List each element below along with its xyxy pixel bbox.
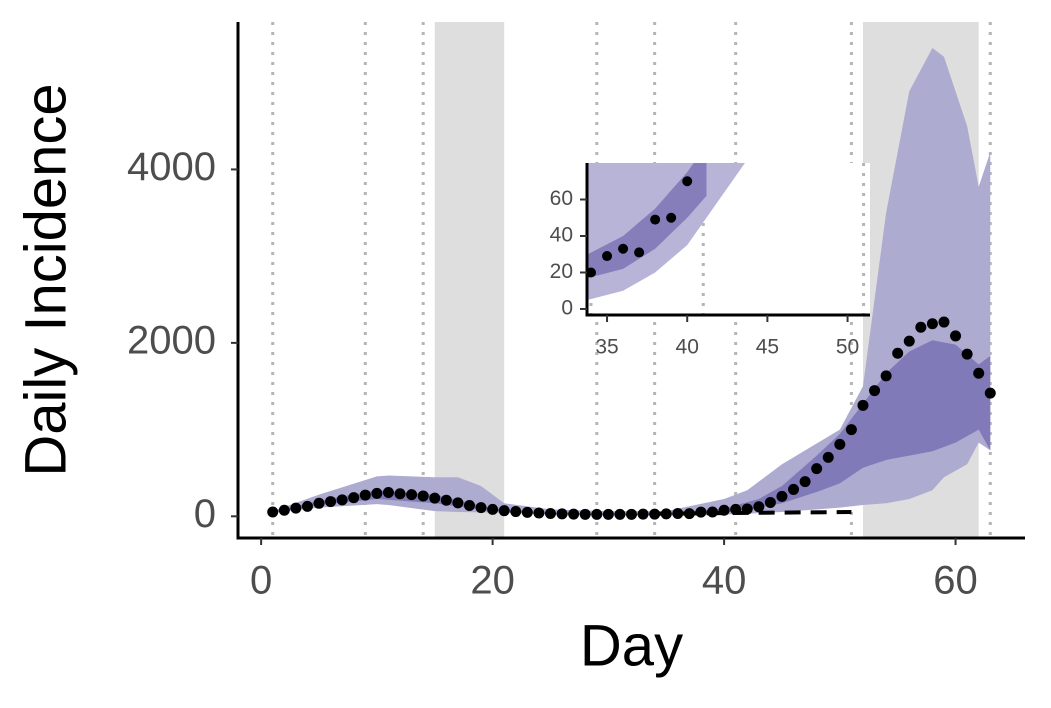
data-point: [950, 330, 962, 342]
data-point: [487, 503, 499, 515]
data-point: [614, 508, 626, 520]
plot-area: [587, 163, 866, 315]
data-point: [961, 348, 973, 360]
data-point: [741, 503, 753, 515]
data-point: [463, 499, 475, 511]
data-point: [695, 506, 707, 518]
data-point: [776, 490, 788, 502]
data-point: [510, 506, 522, 518]
data-point: [313, 497, 325, 509]
data-point: [579, 508, 591, 520]
data-point: [938, 316, 950, 328]
data-point: [348, 492, 360, 504]
uncertainty-band: [587, 163, 707, 278]
data-point: [682, 176, 693, 187]
data-point: [811, 463, 823, 475]
data-point: [290, 502, 302, 514]
y-tick-label: 0: [194, 492, 216, 536]
data-point: [973, 367, 985, 379]
data-point: [718, 504, 730, 516]
uncertainty-band: [272, 340, 991, 516]
data-point: [869, 385, 881, 397]
data-point: [672, 508, 684, 520]
uncertainty-band: [272, 48, 991, 516]
data-point: [475, 502, 487, 514]
data-point: [707, 506, 719, 518]
x-axis-title: Day: [580, 613, 683, 678]
data-point: [984, 387, 996, 399]
y-tick-label: 40: [550, 224, 573, 247]
data-point: [382, 486, 394, 498]
data-point: [822, 451, 834, 463]
y-tick-label: 4000: [127, 145, 216, 189]
data-point: [915, 321, 927, 333]
data-point: [440, 494, 452, 506]
y-tick-label: 0: [561, 297, 573, 320]
panel: 0 20 40 60 0 2000 4000 Day Daily Incidence: [13, 22, 1025, 678]
data-point: [336, 494, 348, 506]
x-tick-label: 20: [470, 559, 515, 603]
data-point: [649, 508, 661, 520]
x-tick-label: 60: [933, 559, 978, 603]
data-point: [417, 490, 429, 502]
data-point: [892, 347, 904, 359]
data-point: [857, 399, 869, 411]
x-tick-label: 40: [702, 559, 747, 603]
data-point: [903, 335, 915, 347]
data-point: [799, 476, 811, 488]
y-tick-label: 20: [550, 260, 573, 283]
data-point: [533, 507, 545, 519]
data-point: [926, 318, 938, 330]
data-point: [521, 506, 533, 518]
data-point: [568, 508, 580, 520]
x-tick-label: 45: [756, 336, 779, 359]
data-point: [301, 500, 313, 512]
plot-area: [267, 22, 996, 538]
shaded-span: [434, 22, 505, 538]
data-point: [394, 488, 406, 500]
data-point: [650, 214, 661, 225]
data-point: [429, 492, 441, 504]
data-point: [591, 508, 603, 520]
y-axis-title: Daily Incidence: [13, 83, 78, 476]
data-point: [602, 251, 613, 262]
data-point: [834, 438, 846, 450]
data-point: [634, 247, 645, 258]
data-point: [683, 508, 695, 520]
data-point: [788, 483, 800, 495]
data-point: [730, 503, 742, 515]
data-point: [498, 505, 510, 517]
data-point: [371, 487, 383, 499]
data-point: [626, 508, 637, 520]
data-point: [666, 212, 677, 223]
y-tick-label: 2000: [127, 318, 216, 362]
data-point: [544, 508, 556, 520]
x-tick-label: 40: [676, 336, 699, 359]
data-point: [359, 489, 371, 501]
data-point: [278, 504, 290, 516]
data-point: [618, 243, 629, 254]
x-tick-label: 0: [250, 559, 272, 603]
data-point: [406, 489, 418, 501]
data-point: [637, 508, 649, 520]
y-tick-label: 60: [550, 187, 573, 210]
data-point: [587, 267, 597, 278]
data-point: [764, 496, 776, 508]
data-point: [267, 506, 279, 518]
panel: 35 40 45 50 0 20 40 60: [550, 163, 870, 359]
data-point: [753, 501, 765, 513]
data-point: [452, 497, 464, 509]
data-point: [660, 508, 672, 520]
x-tick-label: 35: [595, 336, 618, 359]
data-point: [556, 508, 568, 520]
data-point: [602, 508, 614, 520]
data-point: [325, 496, 337, 508]
data-point: [880, 370, 892, 382]
x-tick-label: 50: [836, 336, 859, 359]
data-point: [845, 424, 857, 436]
